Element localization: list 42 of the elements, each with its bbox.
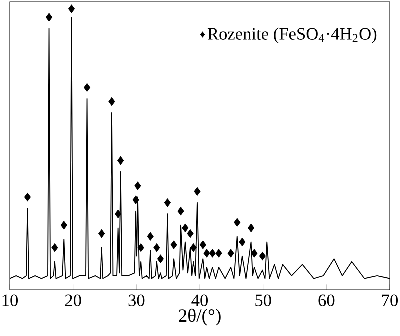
point xyxy=(52,244,58,252)
point xyxy=(118,156,124,166)
point xyxy=(147,232,154,241)
point xyxy=(46,13,53,22)
point xyxy=(134,182,142,190)
point xyxy=(138,244,144,252)
point xyxy=(204,249,210,258)
point xyxy=(234,218,241,227)
x-tick-label: 70 xyxy=(382,294,398,306)
x-tick-label: 30 xyxy=(128,294,145,306)
x-tick-label: 40 xyxy=(192,294,208,306)
point xyxy=(157,254,164,264)
point xyxy=(98,230,106,238)
point xyxy=(178,207,184,216)
point xyxy=(84,83,91,92)
point xyxy=(60,221,68,230)
point xyxy=(251,249,258,258)
x-tick-label: 60 xyxy=(318,294,335,306)
x-tick-label: 10 xyxy=(2,294,18,306)
point xyxy=(132,196,140,204)
point xyxy=(194,187,201,196)
point xyxy=(200,240,206,250)
point xyxy=(24,193,32,202)
point xyxy=(182,224,189,232)
point xyxy=(170,240,178,250)
point xyxy=(115,210,122,218)
x-tick-label: 20 xyxy=(65,294,82,306)
point xyxy=(239,238,246,247)
x-axis-title: 2θ/(°) xyxy=(179,308,221,326)
point xyxy=(259,252,266,261)
legend-label: Rozenite (FeSO$_{4}$·4H$_{2}$O) xyxy=(208,28,377,44)
point xyxy=(154,244,160,252)
point xyxy=(248,224,255,232)
point xyxy=(228,249,234,258)
point xyxy=(68,4,76,14)
point xyxy=(216,249,222,258)
point xyxy=(108,97,116,106)
point xyxy=(164,198,171,208)
x-tick-label: 50 xyxy=(256,294,272,306)
point xyxy=(187,230,194,238)
point xyxy=(190,244,197,252)
point xyxy=(209,249,216,258)
